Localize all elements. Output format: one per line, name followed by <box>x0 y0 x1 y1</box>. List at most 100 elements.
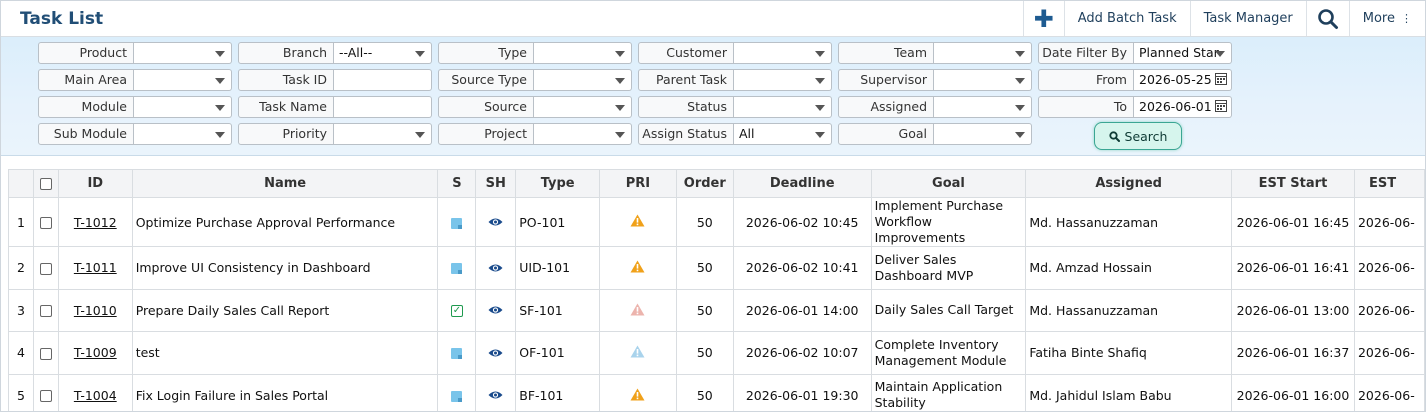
source-type-filter: Source Type <box>438 69 632 91</box>
eye-icon[interactable] <box>488 303 503 318</box>
customer-select[interactable] <box>734 42 832 64</box>
parent-task-select[interactable] <box>734 69 832 91</box>
goal-filter: Goal <box>838 123 1032 145</box>
task-id-link[interactable]: T-1011 <box>73 260 117 276</box>
task-name-input[interactable] <box>334 96 432 118</box>
table-row[interactable]: 4 T-1009 test OF-101 50 2026-06-02 10:07 Compl… <box>8 331 1425 375</box>
row-number: 2 <box>8 246 34 290</box>
team-select[interactable] <box>934 42 1032 64</box>
date-filter-by-filter: Date Filter By Planned Star <box>1038 42 1232 64</box>
from-date-input[interactable]: 2026-05-25 <box>1134 69 1232 91</box>
table-row[interactable]: 5 T-1004 Fix Login Failure in Sales Portal… <box>8 373 1425 411</box>
priority-select[interactable] <box>334 123 432 145</box>
task-id-link[interactable]: T-1010 <box>73 302 117 318</box>
row-checkbox[interactable] <box>39 305 52 318</box>
row-checkbox[interactable] <box>39 390 52 403</box>
assigned-select[interactable] <box>934 96 1032 118</box>
sub-module-select[interactable] <box>134 123 232 145</box>
col-pri[interactable]: PRI <box>599 169 677 198</box>
task-id-link[interactable]: T-1012 <box>73 214 117 230</box>
task-est: 2026-06- <box>1353 197 1425 247</box>
task-type: SF-101 <box>515 288 601 332</box>
status-cell <box>437 197 477 247</box>
to-date-filter: To 2026-06-01 <box>1038 96 1232 118</box>
eye-icon[interactable] <box>488 388 503 403</box>
type-select[interactable] <box>534 42 632 64</box>
main-area-select[interactable] <box>134 69 232 91</box>
search-button[interactable]: Search <box>1094 122 1182 150</box>
task-name: Prepare Daily Sales Call Report <box>131 288 439 332</box>
priority-warning-icon <box>630 303 645 319</box>
add-batch-task-button[interactable]: Add Batch Task <box>1063 1 1190 36</box>
task-est: 2026-06- <box>1353 288 1425 332</box>
col-est-start[interactable]: EST Start <box>1231 169 1355 198</box>
goal-select[interactable] <box>934 123 1032 145</box>
row-checkbox[interactable] <box>39 217 52 229</box>
row-checkbox-cell <box>32 373 59 411</box>
col-name[interactable]: Name <box>131 169 439 198</box>
task-name-filter: Task Name <box>238 96 432 118</box>
branch-select[interactable]: --All-- <box>334 42 432 64</box>
search-toggle-button[interactable] <box>1305 1 1349 36</box>
note-icon[interactable] <box>451 263 463 275</box>
add-task-button[interactable]: ✚ <box>1022 1 1064 36</box>
eye-icon[interactable] <box>488 215 503 230</box>
main-area-label: Main Area <box>38 69 134 91</box>
product-select[interactable] <box>134 42 232 64</box>
table-row[interactable]: 2 T-1011 Improve UI Consistency in Dashboa… <box>8 246 1425 290</box>
task-id-input[interactable] <box>334 69 432 91</box>
assign-status-label: Assign Status <box>638 123 734 145</box>
task-deadline: 2026-06-02 10:07 <box>732 331 872 375</box>
priority-label: Priority <box>238 123 334 145</box>
calendar-icon[interactable] <box>1215 71 1227 90</box>
assigned-filter: Assigned <box>838 96 1032 118</box>
calendar-icon[interactable] <box>1215 98 1227 117</box>
module-label: Module <box>38 96 134 118</box>
col-id[interactable]: ID <box>57 169 133 198</box>
priority-warning-icon <box>630 388 645 404</box>
show-cell <box>475 246 517 290</box>
task-id-link[interactable]: T-1009 <box>73 345 117 361</box>
to-date-value: 2026-06-01 <box>1139 99 1212 114</box>
task-goal: Maintain Application Stability <box>870 373 1027 411</box>
table-row[interactable]: 1 T-1012 Optimize Purchase Approval Perfor… <box>8 197 1425 247</box>
assign-status-select[interactable]: All <box>734 123 832 145</box>
task-id-link[interactable]: T-1004 <box>73 387 117 403</box>
note-icon[interactable] <box>451 348 463 360</box>
col-rownum <box>8 169 34 198</box>
status-select[interactable] <box>734 96 832 118</box>
note-icon[interactable] <box>451 217 463 229</box>
source-select[interactable] <box>534 96 632 118</box>
col-assigned[interactable]: Assigned <box>1025 169 1233 198</box>
supervisor-select[interactable] <box>934 69 1032 91</box>
table-header-row: ID Name S SH Type PRI Order Deadline Goa… <box>8 169 1425 198</box>
row-checkbox-cell <box>32 331 59 375</box>
task-manager-button[interactable]: Task Manager <box>1189 1 1306 36</box>
select-all-checkbox[interactable] <box>39 177 52 190</box>
note-icon[interactable] <box>451 390 463 402</box>
row-checkbox[interactable] <box>39 347 52 360</box>
priority-cell <box>599 197 677 247</box>
module-select[interactable] <box>134 96 232 118</box>
col-deadline[interactable]: Deadline <box>732 169 872 198</box>
col-order[interactable]: Order <box>675 169 734 198</box>
eye-icon[interactable] <box>488 261 503 276</box>
table-row[interactable]: 3 T-1010 Prepare Daily Sales Call Report ✓ S… <box>8 288 1425 332</box>
completed-check-icon[interactable]: ✓ <box>450 305 463 318</box>
col-type[interactable]: Type <box>515 169 601 198</box>
col-goal[interactable]: Goal <box>870 169 1027 198</box>
task-name: Fix Login Failure in Sales Portal <box>131 373 439 411</box>
col-est[interactable]: EST <box>1353 169 1425 198</box>
task-deadline: 2026-06-02 10:41 <box>732 246 872 290</box>
priority-warning-icon <box>630 260 645 276</box>
col-s[interactable]: S <box>437 169 477 198</box>
more-menu-button[interactable]: More ⋮ <box>1348 1 1425 36</box>
to-date-input[interactable]: 2026-06-01 <box>1134 96 1232 118</box>
col-sh[interactable]: SH <box>475 169 517 198</box>
project-select[interactable] <box>534 123 632 145</box>
sub-module-filter: Sub Module <box>38 123 232 145</box>
eye-icon[interactable] <box>488 346 503 361</box>
source-type-select[interactable] <box>534 69 632 91</box>
date-filter-by-select[interactable]: Planned Star <box>1134 42 1232 64</box>
row-checkbox[interactable] <box>39 262 52 275</box>
